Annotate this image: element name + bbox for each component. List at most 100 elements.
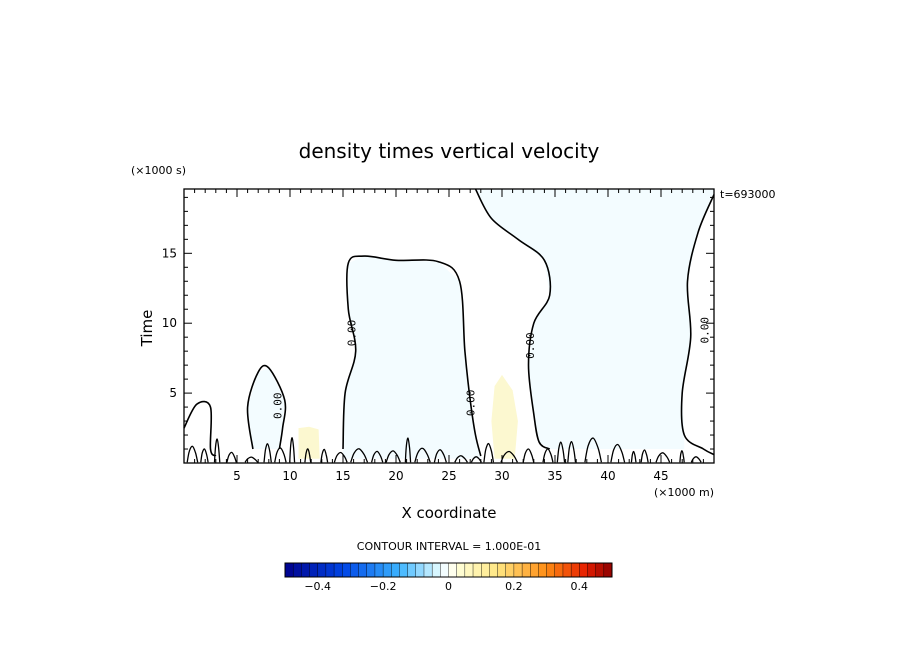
surface-contour — [274, 447, 287, 463]
surface-contour — [200, 448, 209, 463]
zero-contours — [183, 188, 715, 463]
contour-blob-8 — [246, 364, 287, 450]
colorbar-cell — [342, 562, 351, 578]
contour-label: 0.00 — [346, 320, 359, 347]
y-units-label: (×1000 s) — [131, 164, 186, 177]
surface-contour — [226, 451, 237, 463]
surface-contour — [244, 456, 259, 463]
colorbar: −0.4 −0.2 0 0.2 0.4 — [284, 562, 613, 593]
colorbar-cell — [358, 562, 368, 578]
x-tick-label: 20 — [388, 469, 403, 483]
colorbar-cell — [579, 562, 588, 578]
colorbar-cell — [301, 562, 311, 578]
contour-right-edge — [680, 194, 715, 456]
contour-plume-boundary — [474, 188, 552, 450]
surface-contour — [385, 450, 401, 463]
surface-contour — [679, 450, 685, 463]
colorbar-cell — [530, 562, 539, 578]
colorbar-cell — [440, 562, 450, 578]
colorbar-cell — [374, 562, 384, 578]
colorbar-cell — [562, 562, 572, 578]
surface-contour — [370, 450, 384, 463]
y-tick-label: 15 — [162, 246, 177, 260]
shaded-region-positive-30 — [491, 374, 518, 459]
surface-contour — [320, 448, 329, 463]
colorbar-tick-label: 0 — [445, 580, 452, 593]
x-tick-label: 25 — [441, 469, 456, 483]
colorbar-cell — [309, 562, 319, 578]
x-tick-label: 40 — [600, 469, 615, 483]
surface-contour — [567, 441, 577, 463]
colorbar-cell — [595, 562, 605, 578]
x-tick-label: 30 — [494, 469, 509, 483]
shaded-regions — [247, 189, 714, 459]
y-axis-label: Time — [138, 310, 156, 348]
colorbar-tick-label: −0.4 — [304, 580, 331, 593]
shaded-region-central-negative — [343, 256, 481, 459]
surface-contour — [500, 450, 518, 463]
contour-label: 0.00 — [524, 332, 537, 359]
contour-label: 0.00 — [699, 317, 712, 344]
colorbar-cell — [456, 562, 466, 578]
colorbar-cell — [423, 562, 433, 578]
surface-contour — [640, 449, 649, 463]
colorbar-cell — [415, 562, 425, 578]
surface-contour — [470, 456, 482, 463]
colorbar-cell — [521, 562, 531, 578]
surface-contour — [263, 443, 272, 463]
x-tick-label: 10 — [282, 469, 297, 483]
surface-contour — [655, 452, 671, 463]
colorbar-cell — [570, 562, 580, 578]
surface-contour — [350, 448, 369, 463]
colorbar-cell — [472, 562, 482, 578]
colorbar-cell — [292, 562, 302, 578]
x-tick-label: 15 — [335, 469, 350, 483]
contour-central-cell — [342, 255, 482, 457]
colorbar-cell — [481, 562, 490, 578]
surface-contour — [610, 443, 626, 463]
contour-left-edge — [183, 400, 217, 457]
colorbar-cell — [407, 562, 417, 578]
shaded-region-right-negative — [475, 189, 714, 449]
colorbar-tick-label: 0.4 — [571, 580, 589, 593]
colorbar-cell — [431, 562, 441, 578]
colorbar-cell — [333, 562, 343, 578]
colorbar-cell — [587, 562, 597, 578]
colorbar-cell — [464, 562, 474, 578]
colorbar-cell — [448, 562, 458, 578]
y-tick-label: 5 — [169, 386, 177, 400]
colorbar-cell — [497, 562, 507, 578]
surface-contour — [433, 449, 447, 463]
contour-labels: 0.00 0.00 0.00 0.00 0.00 — [272, 317, 712, 419]
colorbar-cell — [317, 562, 327, 578]
colorbar-cell — [391, 562, 400, 578]
surface-contour — [630, 450, 637, 463]
colorbar-cell — [489, 562, 499, 578]
chart-title: density times vertical velocity — [299, 139, 600, 163]
x-tick-label: 5 — [233, 469, 241, 483]
colorbar-cell — [505, 562, 515, 578]
x-tick-label: 45 — [653, 469, 668, 483]
colorbar-cell — [382, 562, 392, 578]
y-ticks: 5 10 15 — [162, 196, 714, 464]
colorbar-frame — [284, 562, 613, 578]
colorbar-cell — [399, 562, 409, 578]
surface-contour — [213, 438, 221, 463]
colorbar-cell — [366, 562, 376, 578]
surface-contour — [542, 448, 554, 463]
colorbar-cell — [325, 562, 335, 578]
colorbar-cell — [538, 562, 548, 578]
colorbar-tick-label: 0.2 — [505, 580, 523, 593]
surface-contour — [289, 437, 296, 463]
surface-contour — [556, 441, 566, 463]
colorbar-cell — [350, 562, 360, 578]
x-axis-label: X coordinate — [401, 504, 496, 522]
surface-contour — [333, 451, 348, 463]
x-tick-label: 35 — [547, 469, 562, 483]
colorbar-cell — [603, 562, 613, 578]
surface-contour — [186, 445, 199, 463]
colorbar-tick-label: −0.2 — [370, 580, 397, 593]
surface-contour — [414, 447, 431, 463]
time-stamp: t=693000 — [720, 188, 776, 201]
